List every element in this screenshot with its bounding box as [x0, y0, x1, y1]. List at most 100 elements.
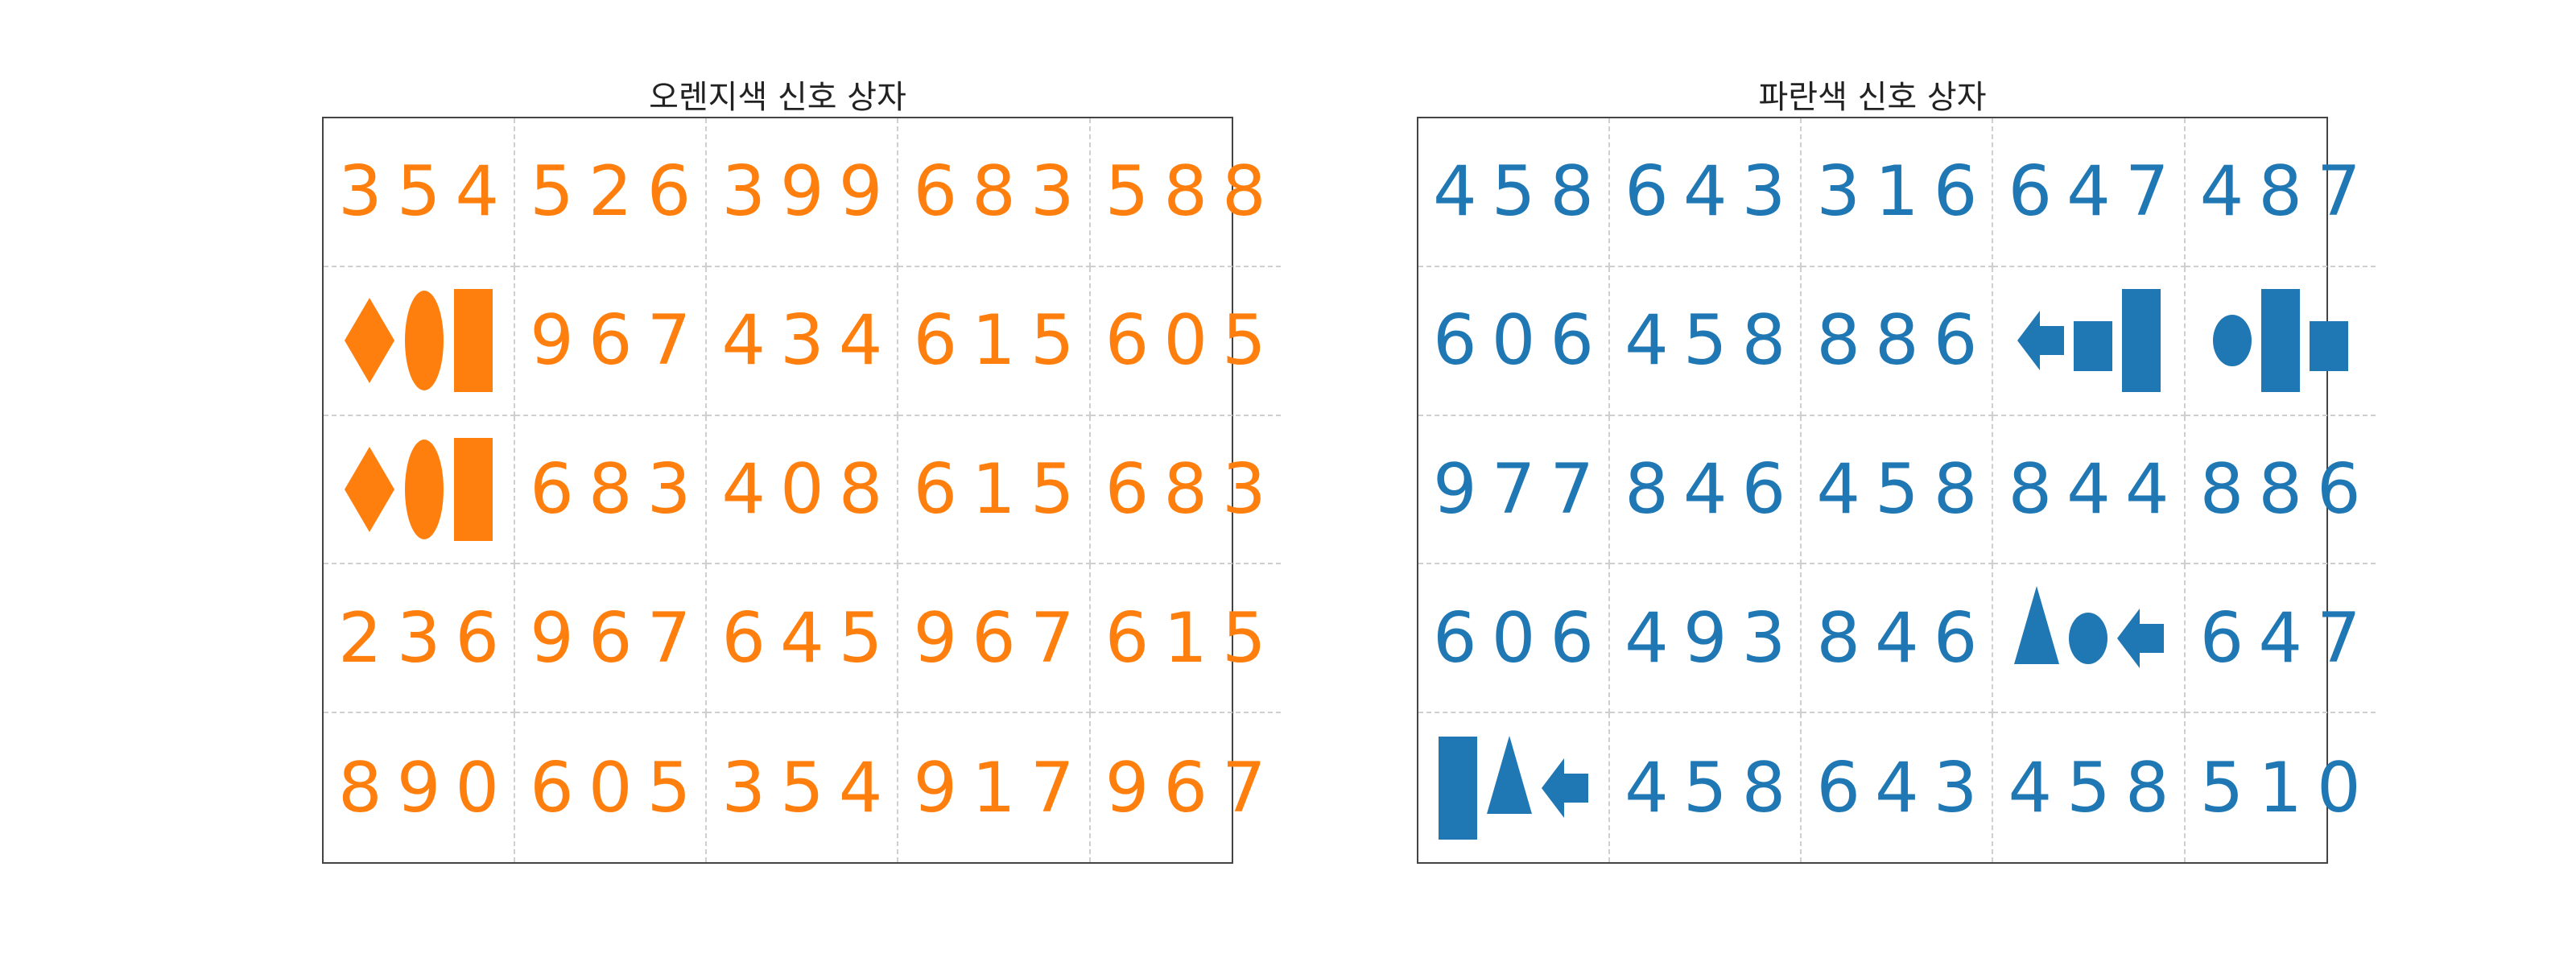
- triangle-shape: [2013, 585, 2059, 664]
- grid-cell: 683: [1090, 416, 1281, 565]
- cell-number: 399: [721, 151, 898, 233]
- cell-number: 967: [530, 597, 706, 679]
- arrow-left-shape: [2116, 608, 2164, 668]
- cell-number: 458: [1433, 151, 1609, 233]
- rect-tall-shape: [454, 289, 493, 393]
- cell-number: 458: [1816, 448, 1992, 530]
- cell-number: 615: [913, 300, 1089, 382]
- square-shape: [2073, 321, 2112, 372]
- diamond-shape: [345, 446, 395, 532]
- cell-number: 615: [913, 448, 1089, 530]
- rect-tall-shape: [2260, 289, 2300, 393]
- cell-number: 643: [1624, 151, 1801, 233]
- cell-number: 458: [2008, 747, 2184, 828]
- grid-cell: 846: [1610, 415, 1802, 565]
- cell-number: 890: [338, 747, 514, 828]
- grid-cell: 645: [707, 564, 899, 714]
- cell-number: 408: [721, 448, 898, 530]
- grid-cell: 354: [707, 713, 899, 862]
- rect-tall-shape: [2121, 289, 2161, 393]
- cell-number: 643: [1816, 747, 1992, 828]
- grid-cell: 458: [1610, 713, 1802, 862]
- grid-cell: 615: [898, 415, 1091, 565]
- cell-number: 647: [2008, 151, 2184, 233]
- grid-cell: 316: [1802, 118, 1994, 267]
- arrow-left-shape: [2017, 311, 2064, 371]
- cell-number: 526: [530, 151, 706, 233]
- circle-shape: [2068, 612, 2107, 664]
- grid-cell: 399: [707, 118, 899, 267]
- cell-number: 605: [1104, 300, 1281, 382]
- cell-number: 458: [1624, 747, 1801, 828]
- cell-number: 647: [2199, 597, 2376, 679]
- grid-cell: 967: [515, 266, 708, 416]
- grid-cell: 458: [1993, 713, 2186, 862]
- grid-cell: [324, 266, 516, 416]
- cell-number: 683: [1104, 448, 1281, 530]
- diamond-shape: [345, 298, 395, 384]
- cell-number: 354: [721, 747, 898, 828]
- cell-number: 316: [1816, 151, 1992, 233]
- cell-number: 967: [530, 300, 706, 382]
- grid-cell: 615: [1090, 564, 1281, 714]
- cell-number: 236: [338, 597, 514, 679]
- cell-number: 493: [1624, 597, 1801, 679]
- grid-cell: 967: [515, 564, 708, 714]
- shape-group: [2212, 288, 2348, 393]
- shape-group: [2017, 288, 2161, 393]
- grid-cell: 493: [1610, 564, 1802, 714]
- grid-cell: 487: [2185, 118, 2376, 267]
- grid-cell: 967: [1091, 713, 1281, 862]
- grid-cell: 510: [2186, 713, 2376, 862]
- grid-cell: 844: [1993, 415, 2186, 565]
- grid-cell: 354: [324, 118, 516, 267]
- grid-cell: 977: [1418, 415, 1611, 565]
- cell-number: 683: [913, 151, 1089, 233]
- cell-number: 606: [1433, 300, 1609, 382]
- square-shape: [2309, 321, 2348, 372]
- grid-cell: 605: [515, 713, 708, 862]
- cell-number: 967: [913, 597, 1089, 679]
- cell-number: 683: [530, 448, 706, 530]
- shape-group: [345, 437, 493, 542]
- shape-group: [345, 288, 493, 393]
- cell-number: 605: [530, 747, 706, 828]
- shape-group: [1439, 735, 1589, 840]
- rect-tall-shape: [454, 437, 493, 541]
- grid-cell: 846: [1802, 564, 1994, 714]
- cell-number: 846: [1816, 597, 1992, 679]
- grid-cell: 236: [324, 564, 516, 714]
- cell-number: 354: [338, 151, 514, 233]
- ellipse-shape: [405, 439, 444, 539]
- grid-cell: 588: [1090, 118, 1281, 267]
- grid-cell: 643: [1802, 713, 1994, 862]
- triangle-shape: [1487, 735, 1533, 814]
- grid-cell: 458: [1802, 415, 1994, 565]
- cell-number: 606: [1433, 597, 1609, 679]
- cell-number: 434: [721, 300, 898, 382]
- grid-cell: 408: [707, 415, 899, 565]
- orange-panel-title: 오렌지색 신호 상자: [649, 79, 906, 116]
- grid-cell: 890: [324, 713, 516, 862]
- grid-cell: 647: [2185, 564, 2376, 714]
- cell-number: 967: [1104, 747, 1281, 828]
- shape-group: [2013, 585, 2164, 691]
- cell-number: 487: [2199, 151, 2376, 233]
- grid-cell: 606: [1418, 266, 1611, 416]
- grid-cell: 526: [515, 118, 708, 267]
- cell-number: 917: [913, 747, 1089, 828]
- cell-number: 977: [1433, 448, 1609, 530]
- arrow-left-shape: [1542, 758, 1589, 818]
- grid-cell: 605: [1090, 267, 1281, 416]
- cell-number: 645: [721, 597, 898, 679]
- grid-cell: [1993, 564, 2186, 714]
- cell-number: 886: [2199, 448, 2376, 530]
- grid-cell: 886: [2185, 416, 2376, 565]
- grid-cell: 967: [898, 564, 1091, 714]
- cell-number: 588: [1104, 151, 1281, 233]
- cell-number: 458: [1624, 300, 1801, 382]
- grid-cell: 615: [898, 266, 1091, 416]
- grid-cell: 643: [1610, 118, 1802, 267]
- grid-cell: 458: [1418, 118, 1611, 267]
- grid-cell: 683: [515, 415, 708, 565]
